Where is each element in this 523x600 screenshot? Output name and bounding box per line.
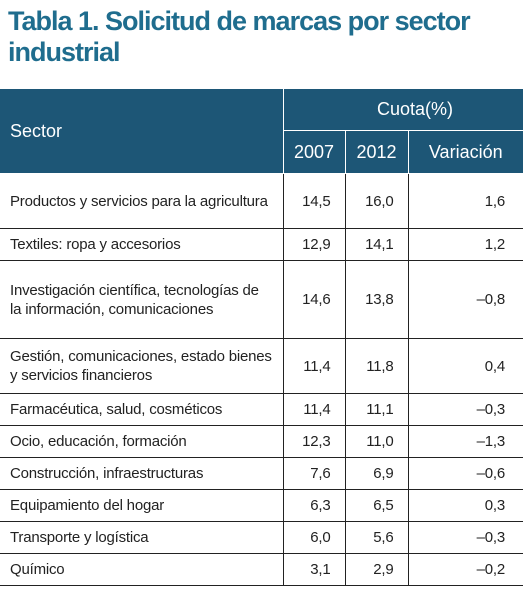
sector-cell: Textiles: ropa y accesorios <box>0 228 284 261</box>
value-cell: 14,5 <box>282 173 346 229</box>
sector-cell: Farmacéutica, salud, cosméticos <box>0 393 284 426</box>
value-cell: –0,8 <box>407 260 523 339</box>
value-cell: 3,1 <box>282 553 346 586</box>
sector-cell: Ocio, educación, formación <box>0 425 284 458</box>
table-title: Tabla 1. Solicitud de marcas por sector … <box>8 6 471 67</box>
group-header: Cuota(%) <box>282 88 523 131</box>
value-cell: 2,9 <box>344 553 409 586</box>
value-cell: 12,9 <box>282 228 346 261</box>
column-header: 2012 <box>344 130 409 174</box>
value-cell: 13,8 <box>344 260 409 339</box>
value-cell: 11,1 <box>344 393 409 426</box>
value-cell: 11,4 <box>282 393 346 426</box>
table-row: Productos y servicios para la agricultur… <box>0 173 523 229</box>
sector-cell: Productos y servicios para la agricultur… <box>0 173 284 229</box>
value-cell: –0,3 <box>407 521 523 554</box>
value-cell: 6,3 <box>282 489 346 522</box>
table-row: Construcción, infraestructuras 7,6 6,9 –0,6 <box>0 457 523 490</box>
value-cell: 7,6 <box>282 457 346 490</box>
value-cell: 1,6 <box>407 173 523 229</box>
value-cell: 14,1 <box>344 228 409 261</box>
table-row: Ocio, educación, formación 12,3 11,0 –1,3 <box>0 425 523 458</box>
sector-cell: Transporte y logística <box>0 521 284 554</box>
sector-cell: Gestión, comunicaciones, estado bienes y… <box>0 338 284 394</box>
value-cell: –0,6 <box>407 457 523 490</box>
table-row: Equipamiento del hogar 6,3 6,5 0,3 <box>0 489 523 522</box>
table-row: Gestión, comunicaciones, estado bienes y… <box>0 338 523 394</box>
value-cell: 11,8 <box>344 338 409 394</box>
value-cell: 6,5 <box>344 489 409 522</box>
value-cell: –0,2 <box>407 553 523 586</box>
table-head: Sector Cuota(%) 2007 2012 Variación <box>0 88 523 174</box>
table-row: Investigación científica, tecnologías de… <box>0 260 523 339</box>
value-cell: 1,2 <box>407 228 523 261</box>
table-row: Farmacéutica, salud, cosméticos 11,4 11,1–… <box>0 393 523 426</box>
column-header: Sector <box>0 88 284 174</box>
value-cell: 0,3 <box>407 489 523 522</box>
column-header: 2007 <box>282 130 346 174</box>
value-cell: 11,4 <box>282 338 346 394</box>
sector-cell: Químico <box>0 553 284 586</box>
value-cell: 0,4 <box>407 338 523 394</box>
sector-cell: Construcción, infraestructuras <box>0 457 284 490</box>
value-cell: 6,0 <box>282 521 346 554</box>
table-body: Productos y servicios para la agricultur… <box>0 173 523 586</box>
value-cell: 11,0 <box>344 425 409 458</box>
value-cell: 12,3 <box>282 425 346 458</box>
value-cell: 16,0 <box>344 173 409 229</box>
column-header: Variación <box>407 130 523 174</box>
value-cell: –1,3 <box>407 425 523 458</box>
value-cell: 5,6 <box>344 521 409 554</box>
sector-cell: Investigación científica, tecnologías de… <box>0 260 284 339</box>
table-row: Textiles: ropa y accesorios 12,9 14,1 1,2 <box>0 228 523 261</box>
sector-cell: Equipamiento del hogar <box>0 489 284 522</box>
value-cell: 6,9 <box>344 457 409 490</box>
value-cell: –0,3 <box>407 393 523 426</box>
table-row: Químico 3,1 2,9 –0,2 <box>0 553 523 586</box>
value-cell: 14,6 <box>282 260 346 339</box>
table-row: Transporte y logística 6,0 5,6 –0,3 <box>0 521 523 554</box>
data-table: Sector Cuota(%) 2007 2012 Variación Prod… <box>0 88 523 586</box>
